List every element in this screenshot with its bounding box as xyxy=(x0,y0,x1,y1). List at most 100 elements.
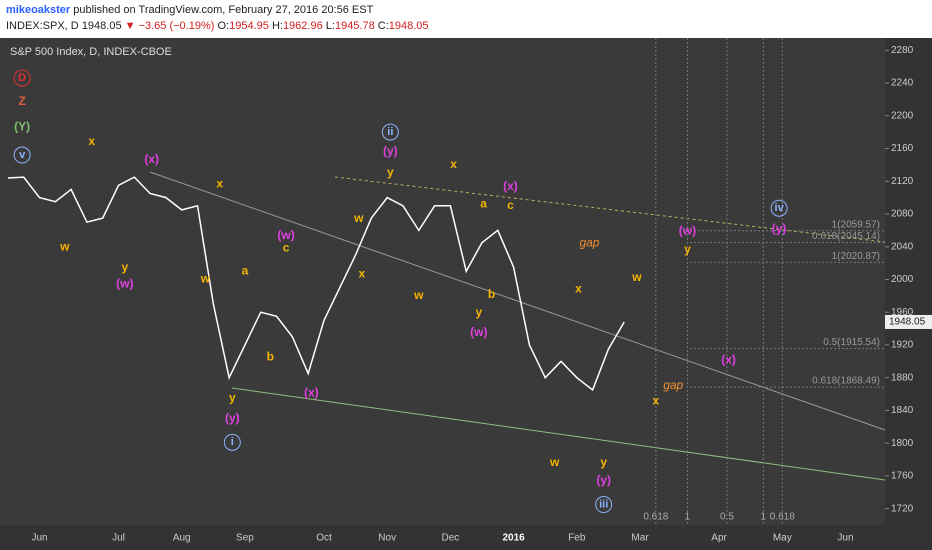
author: mikeoakster xyxy=(6,4,71,16)
wave-label: v xyxy=(19,149,26,161)
wave-label: (Y) xyxy=(14,119,30,133)
x-tick-label: Jun xyxy=(837,533,853,544)
wave-label: c xyxy=(283,241,290,255)
wave-circle xyxy=(595,496,613,514)
wave-label: (y) xyxy=(596,473,611,487)
x-tick-label: Aug xyxy=(173,533,191,544)
wave-label: x xyxy=(88,134,95,148)
time-fib-label: 1 xyxy=(685,512,691,523)
wave-label: y xyxy=(476,305,483,319)
price-line xyxy=(7,176,625,392)
time-fib-label: 0.618 xyxy=(770,512,795,523)
y-tick-label: 2000 xyxy=(891,274,914,285)
x-tick-label: Dec xyxy=(442,533,460,544)
wave-label: y xyxy=(684,242,691,256)
wave-circle xyxy=(13,69,31,87)
wave-label: y xyxy=(600,455,607,469)
fib-label: 0.618(1868.49) xyxy=(812,376,880,387)
y-tick-label: 1720 xyxy=(891,503,914,514)
wave-label: iv xyxy=(775,202,785,214)
open: 1954.95 xyxy=(229,20,269,32)
x-tick-label: Oct xyxy=(316,533,332,544)
wave-label: w xyxy=(549,455,560,469)
wave-label: y xyxy=(387,165,394,179)
x-tick-label: Apr xyxy=(711,533,727,544)
y-tick-label: 2240 xyxy=(891,78,914,89)
wave-label: w xyxy=(413,288,424,302)
wave-label: b xyxy=(267,349,274,363)
last-price-tag xyxy=(885,314,932,329)
x-tick-label: Sep xyxy=(236,533,254,544)
x-tick-label: Jun xyxy=(31,533,47,544)
o-label: O: xyxy=(217,20,230,32)
header: mikeoakster published on TradingView.com… xyxy=(0,0,932,38)
wave-label: w xyxy=(200,272,211,286)
y-tick-label: 2200 xyxy=(891,110,914,121)
y-tick-label: 1760 xyxy=(891,471,914,482)
wave-label: w xyxy=(353,211,364,225)
wave-label: y xyxy=(229,390,236,404)
last-price: 1948.05 xyxy=(889,317,926,328)
plot-bg xyxy=(0,38,885,525)
y-tick-label: 1960 xyxy=(891,307,914,318)
x-tick-label: 2016 xyxy=(502,533,525,544)
wave-circle xyxy=(223,433,241,451)
wave-label: (w) xyxy=(470,325,487,339)
wave-label: (x) xyxy=(144,152,159,166)
trendline xyxy=(231,387,886,481)
wave-label: Z xyxy=(18,94,25,108)
wave-label: b xyxy=(488,287,495,301)
wave-label: x xyxy=(653,394,660,408)
fib-label: 1(2020.87) xyxy=(832,251,880,262)
fib-label: 0.618(2045.14) xyxy=(812,231,880,242)
wave-label: x xyxy=(450,157,457,171)
wave-circle xyxy=(770,199,788,217)
wave-label: w xyxy=(631,270,642,284)
x-tick-label: Feb xyxy=(568,533,586,544)
x-tick-label: Mar xyxy=(631,533,649,544)
h-label: H: xyxy=(271,20,283,32)
wave-label: ii xyxy=(387,126,393,138)
y-tick-label: 2120 xyxy=(891,176,914,187)
chart-title: S&P 500 Index, D, INDEX-CBOE xyxy=(10,46,172,58)
y-tick-label: 2280 xyxy=(891,45,914,56)
price-axis xyxy=(885,38,932,550)
wave-label: (y) xyxy=(772,222,787,236)
time-fib-label: 0.618 xyxy=(643,512,668,523)
l-label: L: xyxy=(325,20,335,32)
time-fib-label: 0.5 xyxy=(720,512,734,523)
x-tick-label: Jul xyxy=(112,533,125,544)
wave-label: a xyxy=(480,196,487,210)
close: 1948.05 xyxy=(388,20,429,32)
fib-label: 1(2059.57) xyxy=(832,219,880,230)
wave-circle xyxy=(381,123,399,141)
wave-label: i xyxy=(231,436,234,448)
time-axis xyxy=(0,525,885,550)
wave-label: (x) xyxy=(503,179,518,193)
wave-label: x xyxy=(575,281,582,295)
published: published on TradingView.com, February 2… xyxy=(73,4,374,16)
wave-circle xyxy=(13,146,31,164)
trendline xyxy=(334,176,886,243)
c-label: C: xyxy=(377,20,389,32)
wave-label: c xyxy=(507,198,514,212)
x-tick-label: May xyxy=(773,533,792,544)
wave-label: (w) xyxy=(679,223,696,237)
wave-label: a xyxy=(242,263,249,277)
y-tick-label: 1840 xyxy=(891,405,914,416)
x-tick-label: Nov xyxy=(378,533,396,544)
wave-label: (y) xyxy=(225,411,240,425)
wave-label: w xyxy=(59,240,70,254)
wave-label: x xyxy=(359,267,366,281)
wave-label: gap xyxy=(579,236,599,250)
y-tick-label: 1800 xyxy=(891,438,914,449)
y-tick-label: 2080 xyxy=(891,209,914,220)
y-tick-label: 1920 xyxy=(891,340,914,351)
change: ▼ −3.65 (−0.19%) xyxy=(124,20,215,32)
time-fib-label: 1 xyxy=(761,512,767,523)
wave-label: (w) xyxy=(116,277,133,291)
high: 1962.96 xyxy=(282,20,323,32)
wave-label: (w) xyxy=(277,228,294,242)
